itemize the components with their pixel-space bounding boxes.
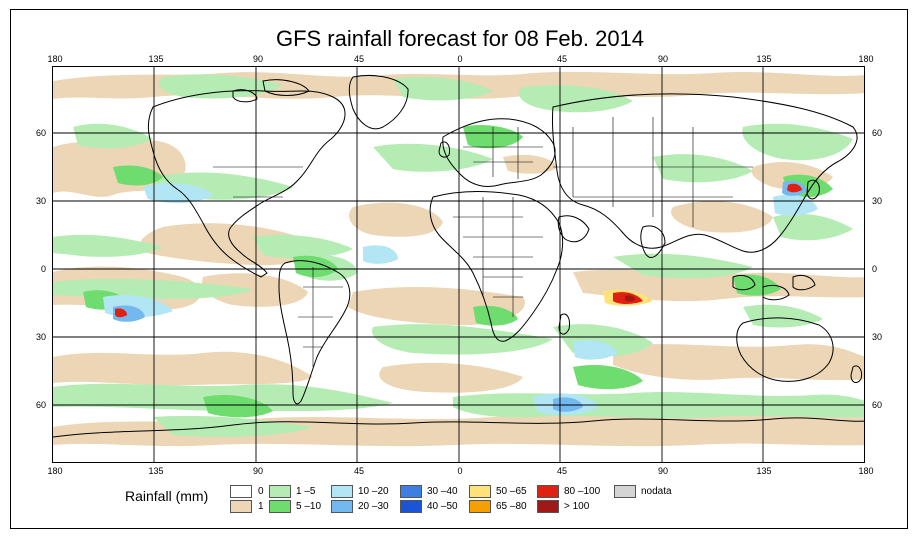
lat-label-left-3: 30	[36, 332, 47, 342]
rain-20to30-zones	[113, 181, 807, 412]
rainfall-map-graphic	[53, 67, 864, 462]
lon-label-bottom-0: 180	[47, 466, 63, 476]
lon-label-bottom-5: 45	[556, 466, 567, 476]
lon-label-top-6: 90	[657, 54, 668, 64]
lon-label-bottom-3: 45	[353, 466, 364, 476]
legend-label-9: 65 –80	[496, 501, 527, 512]
lon-label-top-4: 0	[457, 54, 463, 64]
legend-swatch-7	[400, 500, 422, 513]
legend-label-12: nodata	[641, 486, 672, 497]
lat-label-right-0: 60	[872, 128, 883, 138]
rain-10to20-zones	[103, 183, 818, 416]
legend-label-4: 10 –20	[358, 486, 389, 497]
rain-over100-zones	[625, 295, 635, 302]
lon-label-bottom-1: 135	[148, 466, 164, 476]
lon-label-top-5: 45	[556, 54, 567, 64]
rain-5to10-zones	[83, 125, 833, 418]
legend-label-10: 80 –100	[564, 486, 601, 497]
legend-title: Rainfall (mm)	[125, 488, 209, 504]
lon-label-top-2: 90	[252, 54, 263, 64]
legend-label-2: 1 –5	[296, 486, 316, 497]
lon-label-top-0: 180	[47, 54, 63, 64]
coastlines	[53, 75, 864, 438]
legend-label-8: 50 –65	[496, 486, 527, 497]
legend-label-0: 0	[258, 486, 264, 497]
legend-swatch-4	[331, 485, 353, 498]
legend-swatch-0	[230, 485, 252, 498]
figure-frame	[10, 9, 908, 529]
map-title: GFS rainfall forecast for 08 Feb. 2014	[275, 26, 645, 51]
legend-swatch-10	[537, 485, 559, 498]
lat-label-left-0: 60	[36, 128, 47, 138]
legend-swatch-5	[331, 500, 353, 513]
lon-label-bottom-2: 90	[252, 466, 263, 476]
lon-label-bottom-4: 0	[457, 466, 463, 476]
lon-label-top-8: 180	[858, 54, 874, 64]
country-borders	[213, 117, 753, 367]
legend-swatch-3	[269, 500, 291, 513]
lon-label-bottom-8: 180	[858, 466, 874, 476]
graticule	[53, 67, 864, 462]
lat-label-right-2: 0	[872, 264, 878, 274]
legend-label-1: 1	[258, 501, 264, 512]
rainfall-map[interactable]	[52, 66, 865, 463]
legend-label-7: 40 –50	[427, 501, 458, 512]
lat-label-right-3: 30	[872, 332, 883, 342]
lon-label-top-3: 45	[353, 54, 364, 64]
lat-label-left-4: 60	[36, 400, 47, 410]
legend-swatch-1	[230, 500, 252, 513]
legend-swatch-6	[400, 485, 422, 498]
lon-label-bottom-6: 90	[657, 466, 668, 476]
legend-swatch-9	[469, 500, 491, 513]
legend-label-6: 30 –40	[427, 486, 458, 497]
legend-label-5: 20 –30	[358, 501, 389, 512]
lon-label-top-7: 135	[756, 54, 772, 64]
lat-label-left-1: 30	[36, 196, 47, 206]
legend-swatch-12	[614, 485, 636, 498]
lon-label-top-1: 135	[148, 54, 164, 64]
legend-swatch-11	[537, 500, 559, 513]
legend-swatch-2	[269, 485, 291, 498]
legend-swatch-8	[469, 485, 491, 498]
lat-label-right-1: 30	[872, 196, 883, 206]
lat-label-right-4: 60	[872, 400, 883, 410]
legend-label-3: 5 –10	[296, 501, 322, 512]
lon-label-bottom-7: 135	[756, 466, 772, 476]
lat-label-left-2: 0	[41, 264, 47, 274]
legend-label-11: > 100	[564, 501, 590, 512]
